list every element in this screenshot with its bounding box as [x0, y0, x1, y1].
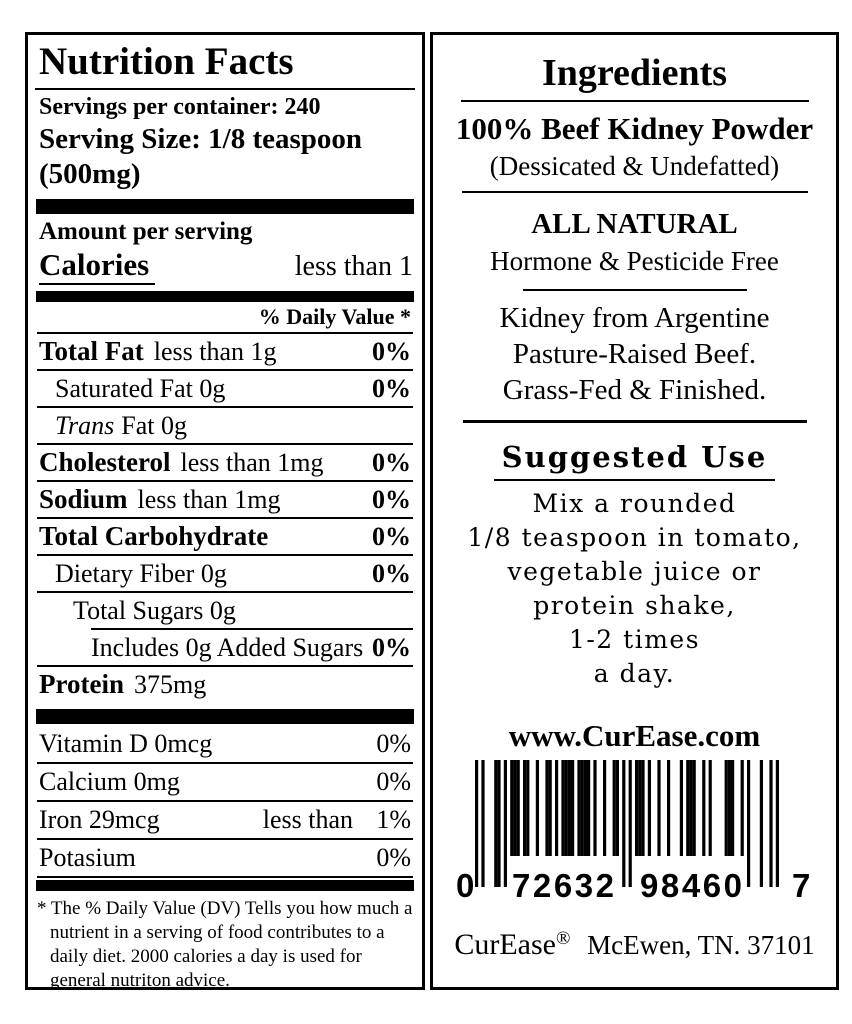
- horizontal-rule: [461, 191, 808, 193]
- barcode-digit-group-2: 98460: [640, 867, 742, 900]
- nutrient-row-sodium: Sodium less than 1mg 0%: [37, 482, 413, 519]
- calories-label: Calories: [39, 247, 156, 285]
- ingredients-title: Ingredients: [541, 52, 728, 94]
- vitamin-row-calcium: Calcium 0mg 0%: [37, 764, 413, 802]
- nutrient-row-total-carbohydrate: Total Carbohydrate 0%: [37, 519, 413, 556]
- nutrient-row-total-sugars: Total Sugars 0g: [37, 593, 413, 628]
- nutrient-dv: 0%: [372, 522, 411, 551]
- nutrient-name-italic: Trans: [55, 411, 115, 440]
- nutrient-dv: 0%: [372, 337, 411, 366]
- section-divider-bar: [36, 709, 414, 724]
- brand-name: CurEase: [454, 928, 556, 961]
- nutrient-amount: 375mg: [133, 670, 207, 699]
- nutrient-row-trans-fat: Trans Fat 0g: [37, 408, 413, 445]
- amount-per-serving-label: Amount per serving: [39, 218, 253, 245]
- nutrient-dv: 0%: [372, 448, 411, 477]
- calories-row: Calories less than 1: [35, 247, 415, 289]
- nutrient-name: Total Sugars 0g: [73, 596, 236, 625]
- nutrient-row-total-fat: Total Fat less than 1g 0%: [37, 334, 413, 371]
- nutrient-name: Total Fat: [39, 336, 144, 366]
- nutrient-name: Cholesterol: [39, 447, 171, 477]
- nutrient-row-protein: Protein 375mg: [37, 667, 413, 702]
- suggested-use-line: 1/8 teaspoon in tomato,: [467, 523, 802, 552]
- hormone-pesticide-claim: Hormone & Pesticide Free: [490, 246, 779, 276]
- origin-line: Kidney from Argentine: [499, 302, 770, 334]
- vitamin-dv: 0%: [376, 729, 411, 758]
- calories-value: less than 1: [294, 251, 413, 282]
- vitamin-row-iron: Iron 29mcg less than 1%: [37, 802, 413, 840]
- nutrient-name: Sodium: [39, 484, 128, 514]
- nutrient-dv: 0%: [372, 559, 411, 588]
- nutrient-row-saturated-fat: Saturated Fat 0g 0%: [37, 371, 413, 408]
- ingredients-panel: Ingredients 100% Beef Kidney Powder (Des…: [430, 32, 839, 990]
- manufacturer-line: CurEase® McEwen, TN. 37101: [437, 922, 832, 962]
- barcode-bars: [474, 760, 779, 887]
- nutrient-amount: less than 1g: [153, 337, 277, 366]
- suggested-use-line: Mix a rounded: [532, 489, 737, 518]
- website-url: www.CurEase.com: [508, 718, 761, 753]
- origin-line: Pasture-Raised Beef.: [512, 338, 757, 370]
- nutrient-row-added-sugars: Includes 0g Added Sugars 0%: [37, 630, 413, 667]
- suggested-use-line: 1-2 times: [568, 625, 701, 654]
- nutrition-facts-panel: Nutrition Facts Servings per container: …: [25, 32, 425, 991]
- nutrition-facts-title: Nutrition Facts: [35, 37, 415, 90]
- barcode-right-digit: 7: [792, 867, 810, 900]
- vitamin-name: Calcium 0mg: [39, 767, 180, 796]
- vitamin-name: Iron 29mcg: [39, 805, 160, 834]
- nutrient-name: Includes 0g Added Sugars: [91, 633, 364, 662]
- nutrient-name: Dietary Fiber 0g: [55, 559, 227, 588]
- servings-per-container: Servings per container: 240: [39, 94, 321, 120]
- nutrient-name: Saturated Fat 0g: [55, 374, 226, 403]
- daily-value-footnote: * The % Daily Value (DV) Tells you how m…: [37, 898, 413, 991]
- title-underline: [460, 100, 809, 102]
- nutrient-amount: less than 1mg: [137, 485, 281, 514]
- daily-value-header: % Daily Value *: [37, 302, 413, 334]
- nutrient-amount: less than 1mg: [180, 448, 324, 477]
- manufacturer-address: McEwen, TN. 37101: [587, 930, 815, 960]
- nutrient-dv: 0%: [372, 485, 411, 514]
- upc-barcode: 0 72632 98460 7: [456, 760, 810, 900]
- suggested-use-title: Suggested Use: [493, 438, 776, 481]
- suggested-use-line: vegetable juice or: [507, 557, 762, 586]
- vitamin-amount: less than: [262, 805, 353, 834]
- section-divider-bar: [36, 291, 414, 302]
- vitamin-name: Potasium: [39, 843, 136, 872]
- suggested-use-instructions: Mix a rounded 1/8 teaspoon in tomato, ve…: [437, 487, 832, 691]
- horizontal-rule-short: [522, 289, 747, 291]
- nutrient-name: Fat 0g: [121, 411, 187, 440]
- nutrient-dv: 0%: [372, 374, 411, 403]
- vitamin-dv: 0%: [376, 767, 411, 796]
- barcode-digit-group-1: 72632: [512, 867, 614, 900]
- ingredient-name: 100% Beef Kidney Powder: [455, 111, 814, 146]
- nutrient-name: Protein: [39, 669, 124, 699]
- origin-statement: Kidney from Argentine Pasture-Raised Bee…: [437, 300, 832, 408]
- origin-line: Grass-Fed & Finished.: [502, 374, 767, 406]
- barcode-left-digit: 0: [456, 867, 474, 900]
- serving-size-line2: (500mg): [39, 158, 141, 190]
- serving-size-line1: Serving Size: 1/8 teaspoon: [39, 123, 363, 155]
- vitamin-name: Vitamin D 0mcg: [39, 729, 213, 758]
- vitamin-dv: 0%: [376, 843, 411, 872]
- indented-separator: [91, 628, 413, 630]
- section-divider-bar: [36, 199, 414, 214]
- horizontal-rule-full: [462, 420, 807, 423]
- vitamin-row-potasium: Potasium 0%: [37, 840, 413, 878]
- nutrient-row-dietary-fiber: Dietary Fiber 0g 0%: [37, 556, 413, 593]
- section-divider-bar: [36, 880, 414, 891]
- suggested-use-line: a day.: [593, 659, 676, 688]
- nutrient-dv: 0%: [372, 633, 411, 662]
- registered-trademark-symbol: ®: [555, 928, 571, 949]
- vitamin-row-vitamin-d: Vitamin D 0mcg 0%: [37, 726, 413, 764]
- all-natural-claim: ALL NATURAL: [531, 208, 738, 240]
- ingredient-note: (Dessicated & Undefatted): [489, 151, 780, 181]
- nutrient-row-cholesterol: Cholesterol less than 1mg 0%: [37, 445, 413, 482]
- vitamin-dv: 1%: [376, 805, 411, 834]
- suggested-use-line: protein shake,: [533, 591, 736, 620]
- nutrient-name: Total Carbohydrate: [39, 521, 269, 551]
